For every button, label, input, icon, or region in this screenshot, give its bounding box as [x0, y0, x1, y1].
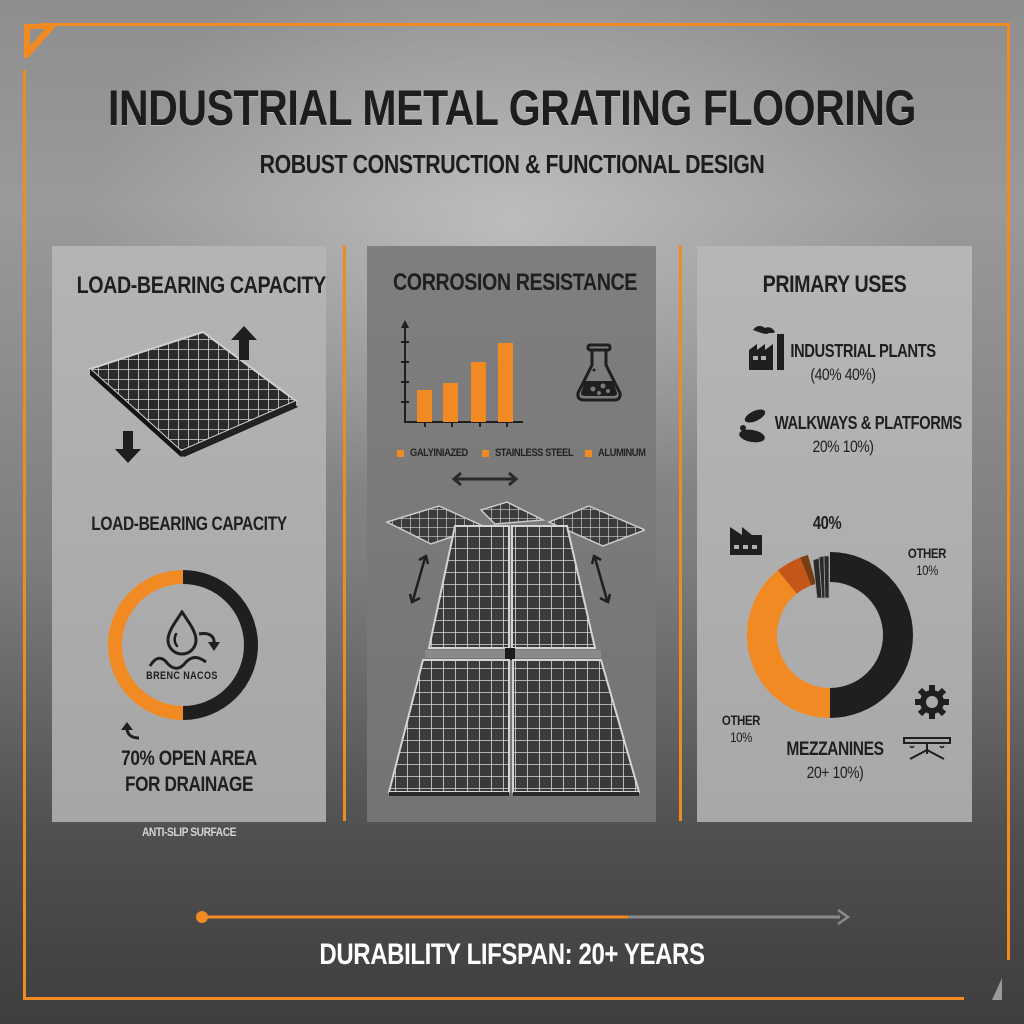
durability-lifespan-text: DURABILITY LIFSPAN: 20+ YEARS [319, 938, 705, 971]
gear-icon [915, 685, 949, 719]
arrow-up-icon [231, 326, 257, 360]
anti-slip-label: ANTI-SLIP SURFACE [141, 825, 237, 839]
flask-icon [576, 343, 622, 402]
double-arrow-diagonal-right-icon [590, 554, 612, 604]
legend-swatch [482, 449, 490, 457]
donut-left-label-line1: OTHER [721, 712, 761, 728]
panel-load-bearing: LOAD-BEARING CAPACITY LOAD-BEARING CAPAC… [52, 246, 326, 822]
panel-heading-primary-uses: PRIMARY USES [762, 271, 907, 298]
return-arrow-icon [121, 722, 140, 740]
mezzanines-label: MEZZANINES [786, 739, 884, 760]
grating-panel-icon [88, 330, 298, 457]
panel-heading-load-bearing: LOAD-BEARING CAPACITY [76, 272, 326, 299]
panel-heading-corrosion: CORROSION RESISTANCE [393, 269, 638, 296]
mezzanine-table-icon [903, 737, 951, 760]
legend-item-stainless: STAINLESS STEEL [482, 447, 587, 459]
arrow-down-icon [115, 431, 141, 463]
ring-label: BRENC NACOS [146, 670, 218, 682]
legend-label: ALUMINUM [597, 447, 646, 459]
legend-swatch [584, 449, 592, 457]
curved-arrow-icon [198, 632, 220, 651]
legend-label: GALYINIAZED [410, 447, 468, 459]
panel-subheading-load-bearing: LOAD-BEARING CAPACITY [91, 514, 287, 535]
use-label-industrial-plants: INDUSTRIAL PLANTS [790, 341, 936, 361]
double-arrow-diagonal-left-icon [408, 554, 430, 604]
open-area-caption-line1: 70% OPEN AREA [121, 747, 257, 770]
use-label-walkways: WALKWAYS & PLATFORMS [774, 413, 962, 433]
legend-item-galvanized: GALYINIAZED [397, 447, 478, 459]
legend-label: STAINLESS STEEL [495, 447, 574, 459]
factory-small-icon [730, 527, 762, 555]
open-area-caption-line2: FOR DRAINAGE [124, 773, 254, 796]
corner-fold-icon [992, 978, 1002, 1000]
use-value-walkways: 20% 10%) [812, 437, 874, 456]
legend-item-aluminum: ALUMINUM [584, 447, 654, 459]
water-drop-icon [166, 610, 198, 656]
donut-left-label-line2: 10% [730, 729, 752, 745]
corrosion-bar-chart [401, 320, 523, 427]
donut-right-label-line2: 10% [916, 562, 938, 578]
frame-right-line [1007, 23, 1010, 960]
page-title: INDUSTRIAL METAL GRATING FLOORING [108, 80, 916, 136]
page-subtitle: ROBUST CONSTRUCTION & FUNCTIONAL DESIGN [259, 149, 765, 179]
donut-right-label-line1: OTHER [907, 545, 947, 561]
corner-triangle-icon [24, 24, 58, 58]
corrosion-legend: GALYINIAZED STAINLESS STEEL ALUMINUM [397, 445, 652, 461]
panel-primary-uses: PRIMARY USES INDUSTRIAL PLANTS (40% 40%)… [697, 246, 972, 822]
footprints-icon [739, 409, 766, 443]
frame-left-line [23, 70, 26, 1000]
grating-walkway-icon [384, 501, 645, 796]
panel-corrosion: CORROSION RESISTANCE G [367, 246, 656, 822]
open-area-ring [108, 570, 258, 720]
durability-progress-bar [196, 908, 851, 926]
donut-top-label: 40% [812, 513, 842, 533]
divider-right [679, 245, 682, 821]
legend-swatch [397, 449, 404, 457]
use-value-industrial-plants: (40% 40%) [810, 365, 876, 384]
mezzanines-value: 20+ 10%) [806, 763, 864, 782]
factory-icon [749, 326, 784, 370]
waves-icon [148, 656, 207, 670]
primary-uses-donut-chart [747, 552, 913, 718]
divider-left [343, 245, 346, 821]
double-arrow-horizontal-icon [451, 471, 519, 487]
frame-bottom-line [24, 997, 964, 1000]
frame-top-line [40, 23, 1010, 26]
